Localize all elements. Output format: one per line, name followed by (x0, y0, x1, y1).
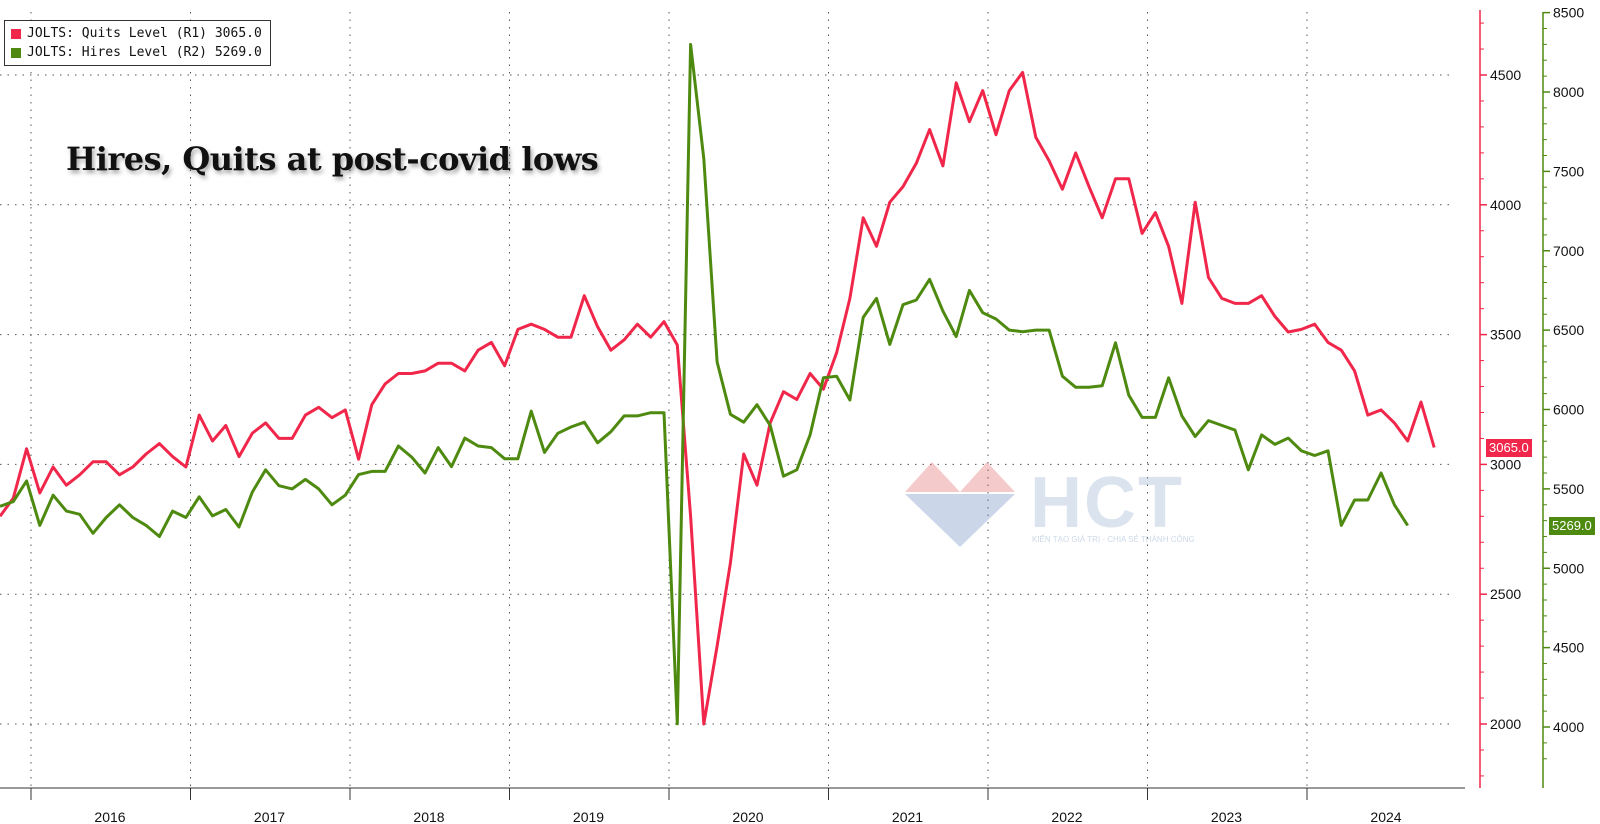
axes: 2016 2017 2018 2019 2020 2021 2022 2023 2024 2000… (0, 5, 1584, 824)
x-tick-label: 2024 (1370, 809, 1401, 824)
r2-tick-label: 5500 (1553, 481, 1584, 497)
x-tick-label: 2018 (413, 809, 444, 824)
legend-item-quits: JOLTS: Quits Level (R1) 3065.0 (11, 24, 262, 43)
legend-swatch-hires (11, 47, 21, 58)
r2-tick-label: 4000 (1553, 719, 1584, 735)
r1-tick-label: 4000 (1490, 197, 1521, 213)
x-tick-label: 2023 (1211, 809, 1242, 824)
r2-tick-label: 4500 (1553, 640, 1584, 656)
x-tick-label: 2016 (94, 809, 125, 824)
series-line-quits (0, 70, 1436, 726)
r2-tick-label: 7500 (1553, 163, 1584, 179)
r1-tick-label: 2000 (1490, 716, 1521, 732)
legend-label-hires: JOLTS: Hires Level (R2) 5269.0 (27, 45, 262, 60)
r2-tick-label: 8500 (1553, 5, 1584, 21)
x-tick-label: 2019 (573, 809, 604, 824)
r2-tick-label: 7000 (1553, 243, 1584, 259)
watermark-tagline: KIẾN TẠO GIÁ TRỊ - CHIA SẺ THÀNH CÔNG (1032, 535, 1195, 544)
watermark-brand: HCT (1030, 463, 1184, 543)
legend-item-hires: JOLTS: Hires Level (R2) 5269.0 (11, 43, 262, 62)
r2-tick-label: 8000 (1553, 84, 1584, 100)
legend-swatch-quits (11, 28, 21, 39)
r2-tick-label: 6500 (1553, 322, 1584, 338)
r1-tick-label: 2500 (1490, 586, 1521, 602)
r2-tick-label: 6000 (1553, 402, 1584, 418)
x-tick-label: 2020 (732, 809, 763, 824)
r1-tick-label: 3000 (1490, 456, 1521, 472)
x-tick-label: 2017 (254, 809, 285, 824)
grid-lines (0, 12, 1450, 788)
series-line-hires (0, 42, 1409, 726)
x-tick-label: 2021 (892, 809, 923, 824)
r2-tick-label: 5000 (1553, 560, 1584, 576)
legend-label-quits: JOLTS: Quits Level (R1) 3065.0 (27, 26, 262, 41)
legend: JOLTS: Quits Level (R1) 3065.0 JOLTS: Hi… (4, 20, 271, 66)
x-tick-label: 2022 (1051, 809, 1082, 824)
last-value-badge-hires: 5269.0 (1549, 516, 1595, 535)
last-value-badge-quits: 3065.0 (1486, 438, 1532, 457)
series-lines (0, 42, 1436, 726)
watermark-logo (905, 462, 1020, 552)
r1-tick-label: 3500 (1490, 327, 1521, 343)
chart-title: Hires, Quits at post-covid lows (66, 140, 599, 178)
r1-tick-label: 4500 (1490, 67, 1521, 83)
